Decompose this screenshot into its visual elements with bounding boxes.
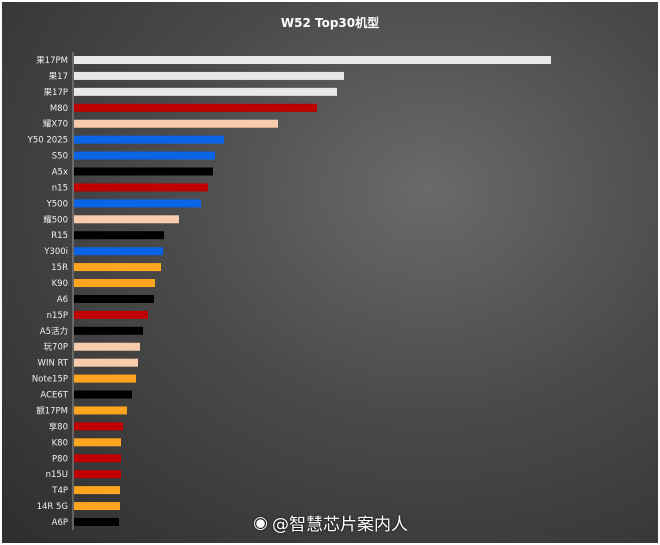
category-label: n15P: [47, 311, 68, 321]
chart-title: W52 Top30机型: [280, 16, 380, 30]
bar: [74, 438, 121, 447]
category-label: M80: [50, 104, 68, 114]
bar: [74, 422, 123, 431]
bar: [74, 517, 119, 526]
bar: [74, 231, 164, 240]
bar: [74, 390, 132, 399]
bar: [74, 502, 120, 511]
bar: [74, 406, 127, 415]
bar: [74, 374, 136, 383]
bar: [74, 358, 138, 367]
bar: [74, 71, 344, 80]
category-label: 果17P: [44, 88, 68, 98]
bar: [74, 167, 213, 176]
bar: [74, 247, 163, 256]
bar: [74, 119, 278, 128]
category-label: P80: [52, 454, 68, 464]
category-label: A6: [57, 295, 68, 305]
bar: [74, 199, 201, 208]
bar: [74, 326, 143, 335]
bar: [74, 183, 208, 192]
bar: [74, 486, 120, 495]
bar: [74, 294, 154, 303]
category-label: 15R: [51, 263, 68, 273]
category-label: 耀500: [43, 215, 68, 225]
category-label: 耀X70: [43, 120, 68, 130]
category-label: A6P: [52, 518, 68, 528]
bar: [74, 87, 337, 96]
category-label: Y50 2025: [27, 136, 68, 146]
bar: [74, 310, 148, 319]
category-label: K80: [52, 438, 68, 448]
bar: [74, 279, 155, 288]
bar: [74, 263, 161, 272]
category-label: A5活力: [40, 326, 68, 337]
bar: [74, 56, 551, 64]
category-label: ACE6T: [40, 391, 68, 401]
category-label: S50: [52, 152, 68, 162]
category-label: 享80: [49, 421, 68, 432]
weibo-icon: ◉: [253, 512, 268, 533]
category-label: WIN RT: [38, 359, 69, 369]
category-label: 果17: [49, 72, 68, 82]
category-label: Y500: [46, 199, 68, 209]
bar: [74, 342, 140, 351]
bar: [74, 135, 224, 144]
bar: [74, 103, 317, 112]
watermark: ◉ @智慧芯片案内人: [253, 510, 408, 536]
category-label: 玩70P: [44, 343, 68, 353]
category-label: n15: [52, 183, 68, 193]
bar: [74, 151, 215, 160]
bar: [74, 470, 121, 479]
category-label: 14R 5G: [37, 502, 68, 512]
category-label: R15: [51, 231, 68, 241]
category-label: 果17PM: [36, 56, 68, 66]
category-label: Note15P: [32, 375, 68, 385]
category-label: Y300i: [43, 247, 68, 257]
category-label: 额17PM: [36, 405, 68, 416]
category-label: n15U: [46, 470, 68, 480]
category-label: K90: [52, 279, 68, 289]
category-label: T4P: [51, 486, 68, 496]
category-label: A5x: [52, 168, 68, 178]
watermark-text: @智慧芯片案内人: [272, 515, 408, 535]
bar: [74, 454, 121, 463]
bar: [74, 215, 179, 224]
